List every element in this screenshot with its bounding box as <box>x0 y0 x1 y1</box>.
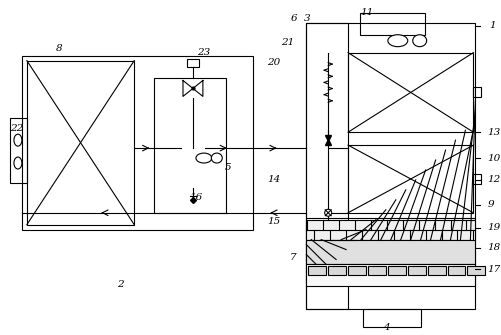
Text: 3: 3 <box>304 14 310 23</box>
Ellipse shape <box>387 35 407 47</box>
Bar <box>347 53 472 132</box>
Bar <box>362 309 420 327</box>
Text: 15: 15 <box>267 217 280 226</box>
Ellipse shape <box>324 209 331 216</box>
Bar <box>328 266 345 275</box>
Text: 20: 20 <box>267 58 280 67</box>
Text: 18: 18 <box>486 243 499 252</box>
Text: 19: 19 <box>486 223 499 232</box>
Bar <box>186 59 198 67</box>
Text: 14: 14 <box>267 176 280 185</box>
Bar <box>472 87 480 97</box>
Bar <box>306 240 474 264</box>
Text: 7: 7 <box>289 253 296 262</box>
Ellipse shape <box>412 35 426 47</box>
Polygon shape <box>183 80 192 96</box>
Bar <box>10 118 27 183</box>
Text: 5: 5 <box>224 163 231 173</box>
Bar <box>308 266 326 275</box>
Bar <box>306 23 474 309</box>
Bar <box>359 13 424 35</box>
Text: 22: 22 <box>10 124 23 133</box>
Bar <box>347 145 472 213</box>
Bar <box>407 266 425 275</box>
Bar <box>22 56 252 230</box>
Text: 1: 1 <box>488 21 495 30</box>
Text: 17: 17 <box>486 265 499 274</box>
Bar <box>387 266 405 275</box>
Text: 2: 2 <box>117 280 124 289</box>
Bar <box>466 266 484 275</box>
Polygon shape <box>192 80 202 96</box>
Bar <box>472 174 480 184</box>
Text: 9: 9 <box>486 200 493 209</box>
Bar <box>154 78 225 213</box>
Bar <box>306 220 474 240</box>
Text: 6: 6 <box>290 14 297 23</box>
Text: 8: 8 <box>56 44 62 53</box>
Bar <box>446 266 464 275</box>
Text: 23: 23 <box>196 48 210 57</box>
Bar <box>367 266 385 275</box>
Bar <box>306 23 347 309</box>
Text: 21: 21 <box>281 38 294 47</box>
Text: 13: 13 <box>486 128 499 137</box>
Text: 10: 10 <box>486 153 499 162</box>
Bar <box>27 61 134 225</box>
Text: 4: 4 <box>382 323 389 332</box>
Text: 12: 12 <box>486 176 499 185</box>
Bar <box>427 266 445 275</box>
Text: 11: 11 <box>359 8 373 17</box>
Bar <box>347 266 365 275</box>
Ellipse shape <box>211 153 222 163</box>
Ellipse shape <box>195 153 211 163</box>
Bar <box>306 264 474 286</box>
Text: 16: 16 <box>188 193 202 202</box>
